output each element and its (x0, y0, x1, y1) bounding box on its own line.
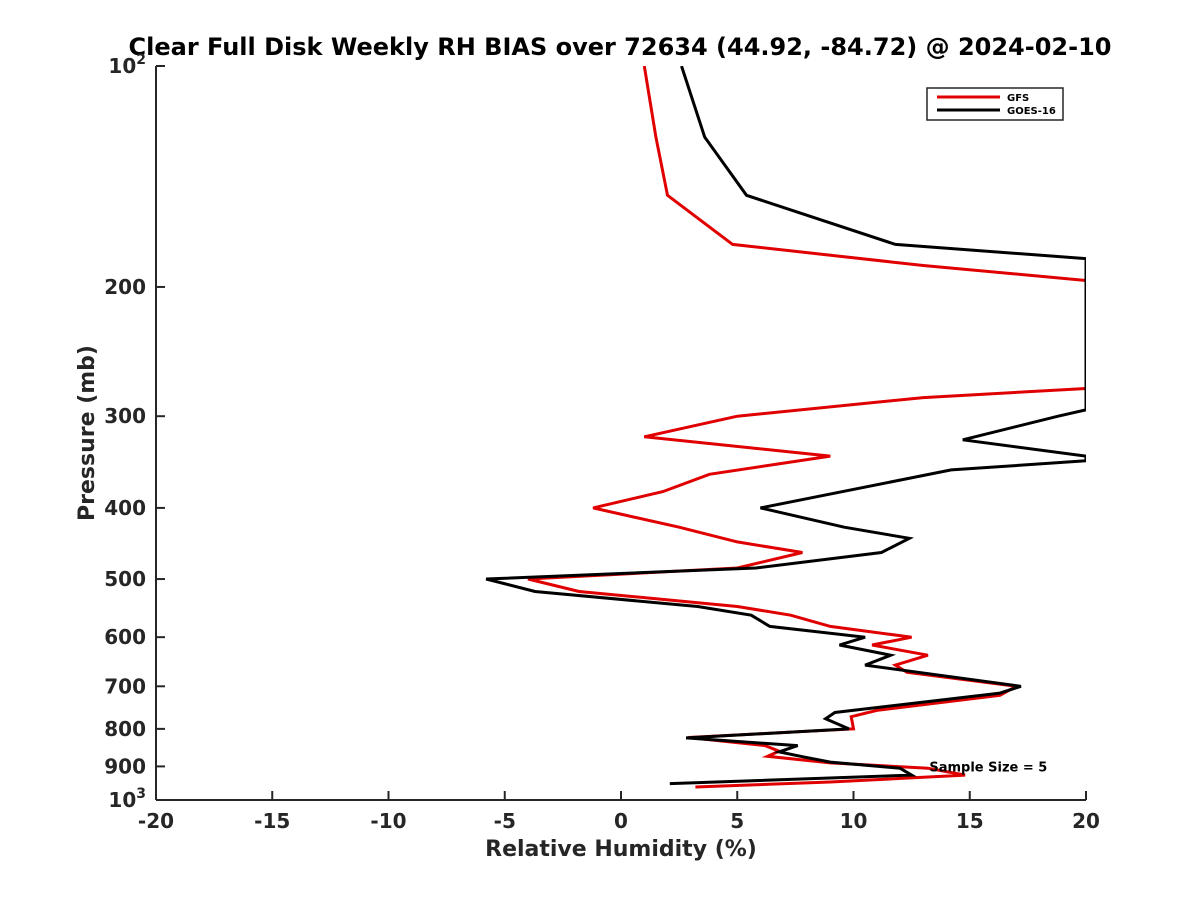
x-tick-label: -15 (254, 809, 290, 833)
y-tick-label: 600 (104, 625, 146, 649)
y-tick-label: 400 (104, 496, 146, 520)
y-tick-label: 900 (104, 754, 146, 778)
x-tick-label: 20 (1072, 809, 1100, 833)
x-tick-label: 5 (730, 809, 744, 833)
y-tick-label: 300 (104, 404, 146, 428)
y-tick-label: 102 (108, 52, 146, 78)
chart-title: Clear Full Disk Weekly RH BIAS over 7263… (129, 33, 1112, 61)
x-tick-label: 0 (614, 809, 628, 833)
x-tick-label: 15 (956, 809, 984, 833)
series-line-goes-16 (485, 66, 1086, 786)
legend-box (926, 87, 1064, 121)
legend-label-gfs: GFS (1007, 93, 1029, 104)
y-axis-label: Pressure (mb) (75, 345, 100, 521)
sample-size-annotation: Sample Size = 5 (929, 760, 1047, 775)
y-tick-label: 800 (104, 717, 146, 741)
x-tick-label: -20 (138, 809, 174, 833)
x-tick-label: -10 (370, 809, 406, 833)
x-tick-label: 10 (840, 809, 868, 833)
y-tick-label: 700 (104, 674, 146, 698)
y-tick-label: 500 (104, 567, 146, 591)
legend-label-goes-16: GOES-16 (1007, 106, 1056, 117)
series-line-gfs (527, 66, 1086, 789)
legend: GFS GOES-16 (926, 87, 1064, 121)
y-tick-label: 103 (108, 786, 146, 812)
y-tick-label: 200 (104, 275, 146, 299)
x-tick-label: -5 (494, 809, 516, 833)
x-axis-label: Relative Humidity (%) (485, 837, 757, 862)
